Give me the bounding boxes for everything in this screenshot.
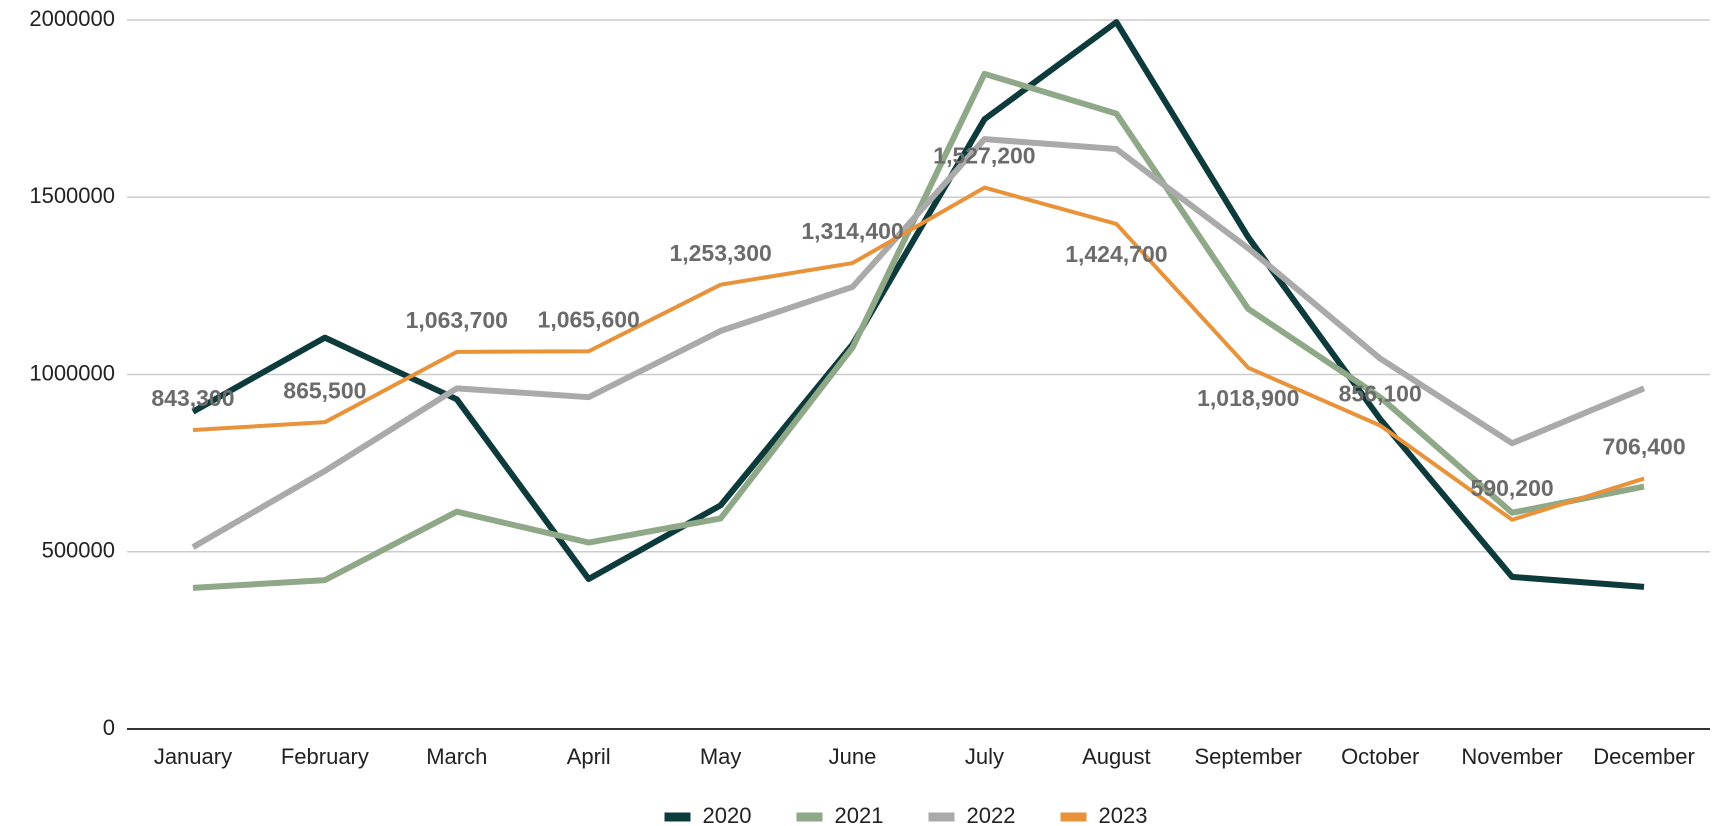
data-label: 706,400 xyxy=(1602,434,1685,460)
x-tick-label: May xyxy=(700,744,742,769)
data-label: 1,253,300 xyxy=(669,240,771,266)
y-tick-label: 500000 xyxy=(42,538,115,563)
x-tick-label: January xyxy=(154,744,232,769)
y-tick-label: 1500000 xyxy=(29,183,115,208)
data-label: 856,100 xyxy=(1339,381,1422,407)
data-label: 590,200 xyxy=(1471,475,1554,501)
series-line xyxy=(191,136,1646,550)
x-tick-label: February xyxy=(281,744,369,769)
legend-label: 2021 xyxy=(835,803,884,826)
series-line xyxy=(191,19,1645,590)
x-tick-label: September xyxy=(1194,744,1302,769)
y-tick-label: 0 xyxy=(103,715,115,740)
data-label: 1,314,400 xyxy=(801,218,903,244)
data-label: 843,300 xyxy=(151,385,234,411)
x-tick-label: June xyxy=(829,744,877,769)
x-tick-label: August xyxy=(1082,744,1151,769)
x-tick-label: October xyxy=(1341,744,1419,769)
data-label: 1,063,700 xyxy=(406,307,508,333)
data-label: 865,500 xyxy=(283,377,366,403)
data-label: 1,527,200 xyxy=(933,143,1035,169)
y-tick-label: 1000000 xyxy=(29,360,115,385)
data-label: 1,018,900 xyxy=(1197,385,1299,411)
legend-label: 2022 xyxy=(967,803,1016,826)
data-label: 1,424,700 xyxy=(1065,241,1167,267)
x-tick-label: April xyxy=(567,744,611,769)
y-tick-label: 2000000 xyxy=(29,6,115,31)
legend-label: 2023 xyxy=(1099,803,1148,826)
x-tick-label: March xyxy=(426,744,487,769)
data-label: 1,065,600 xyxy=(538,306,640,332)
x-tick-label: July xyxy=(965,744,1004,769)
x-tick-label: November xyxy=(1461,744,1562,769)
x-tick-label: December xyxy=(1593,744,1694,769)
legend-label: 2020 xyxy=(703,803,752,826)
series-line xyxy=(192,185,1645,522)
